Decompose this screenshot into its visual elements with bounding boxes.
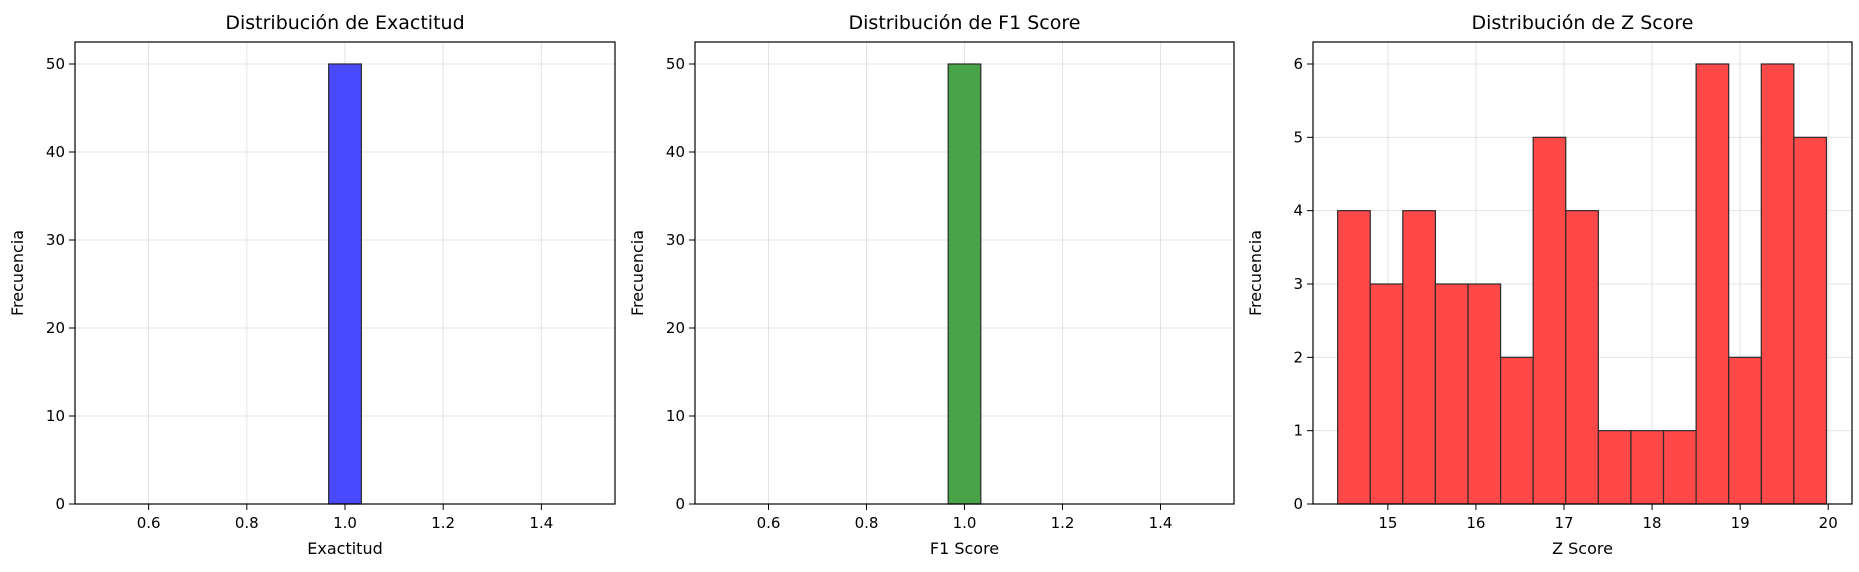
y-tick-label: 30: [666, 231, 685, 249]
histogram-bar: [1630, 430, 1665, 505]
histogram-bar: [1695, 63, 1730, 505]
x-tick-label: 16: [1466, 514, 1485, 532]
x-tick-label: 19: [1731, 514, 1750, 532]
x-tick-label: 1.4: [1149, 514, 1173, 532]
y-tick-label: 1: [1293, 422, 1303, 440]
chart-title: Distribución de Z Score: [1472, 12, 1694, 34]
y-tick-label: 10: [46, 407, 65, 425]
histogram-bar: [1760, 63, 1795, 505]
x-tick-label: 1.0: [953, 514, 977, 532]
histogram-bar: [1793, 136, 1828, 505]
x-tick-label: 15: [1378, 514, 1397, 532]
histogram-bar: [1565, 210, 1599, 505]
histogram-bar: [328, 63, 362, 505]
histogram-bar: [1434, 283, 1469, 505]
y-tick-label: 3: [1293, 275, 1303, 293]
x-tick-label: 18: [1643, 514, 1662, 532]
y-tick-label: 40: [46, 143, 65, 161]
y-tick-label: 0: [675, 495, 685, 513]
histogram-bar: [1728, 356, 1762, 505]
y-axis-label: Frecuencia: [1246, 230, 1265, 316]
x-tick-label: 0.8: [855, 514, 879, 532]
axes-frame: [1312, 41, 1853, 505]
histogram-bar: [1499, 356, 1534, 505]
histogram-bar: [1369, 283, 1404, 505]
x-tick-label: 1.4: [529, 514, 553, 532]
y-axis-label: Frecuencia: [8, 230, 27, 316]
y-axis-label: Frecuencia: [628, 230, 647, 316]
x-tick-label: 1.0: [333, 514, 357, 532]
chart-title: Distribución de F1 Score: [849, 12, 1081, 34]
y-tick-label: 50: [46, 55, 65, 73]
x-tick-label: 1.2: [1051, 514, 1075, 532]
y-tick-label: 4: [1293, 202, 1303, 220]
x-tick-label: 20: [1819, 514, 1838, 532]
x-tick-label: 0.6: [137, 514, 161, 532]
y-tick-label: 20: [666, 319, 685, 337]
y-tick-label: 30: [46, 231, 65, 249]
y-tick-label: 10: [666, 407, 685, 425]
x-axis-label: Exactitud: [307, 539, 382, 558]
y-tick-label: 20: [46, 319, 65, 337]
histogram-bar: [1402, 210, 1437, 505]
x-axis-label: Z Score: [1552, 539, 1613, 558]
y-tick-label: 0: [1293, 495, 1303, 513]
y-tick-label: 0: [55, 495, 65, 513]
chart-panel-3: 15 16 17 18 19 20 0 1 2 3 4 5 6 Distribución de Z Sco…: [1246, 12, 1853, 558]
histogram-bar: [1662, 430, 1697, 505]
histogram-bar: [947, 63, 982, 505]
x-tick-label: 1.2: [431, 514, 455, 532]
y-tick-label: 40: [666, 143, 685, 161]
y-tick-label: 6: [1293, 55, 1303, 73]
histogram-bar: [1467, 283, 1502, 505]
histogram-bar: [1337, 210, 1371, 505]
histogram-bar: [1532, 136, 1567, 505]
histogram-bar: [1597, 430, 1632, 505]
chart-panel-2: 0.6 0.8 1.0 1.2 1.4 0 10 20 30 40 50 Distribución d…: [628, 12, 1235, 558]
x-tick-label: 0.8: [235, 514, 259, 532]
y-tick-label: 2: [1293, 348, 1303, 366]
y-tick-label: 50: [666, 55, 685, 73]
x-tick-label: 17: [1554, 514, 1573, 532]
x-tick-label: 0.6: [757, 514, 781, 532]
chart-panel-1: 0.6 0.8 1.0 1.2 1.4 0 10 20 30 40 50 Distribución d…: [8, 12, 616, 558]
chart-title: Distribución de Exactitud: [225, 12, 464, 34]
x-axis-label: F1 Score: [930, 539, 999, 558]
y-tick-label: 5: [1293, 128, 1303, 146]
